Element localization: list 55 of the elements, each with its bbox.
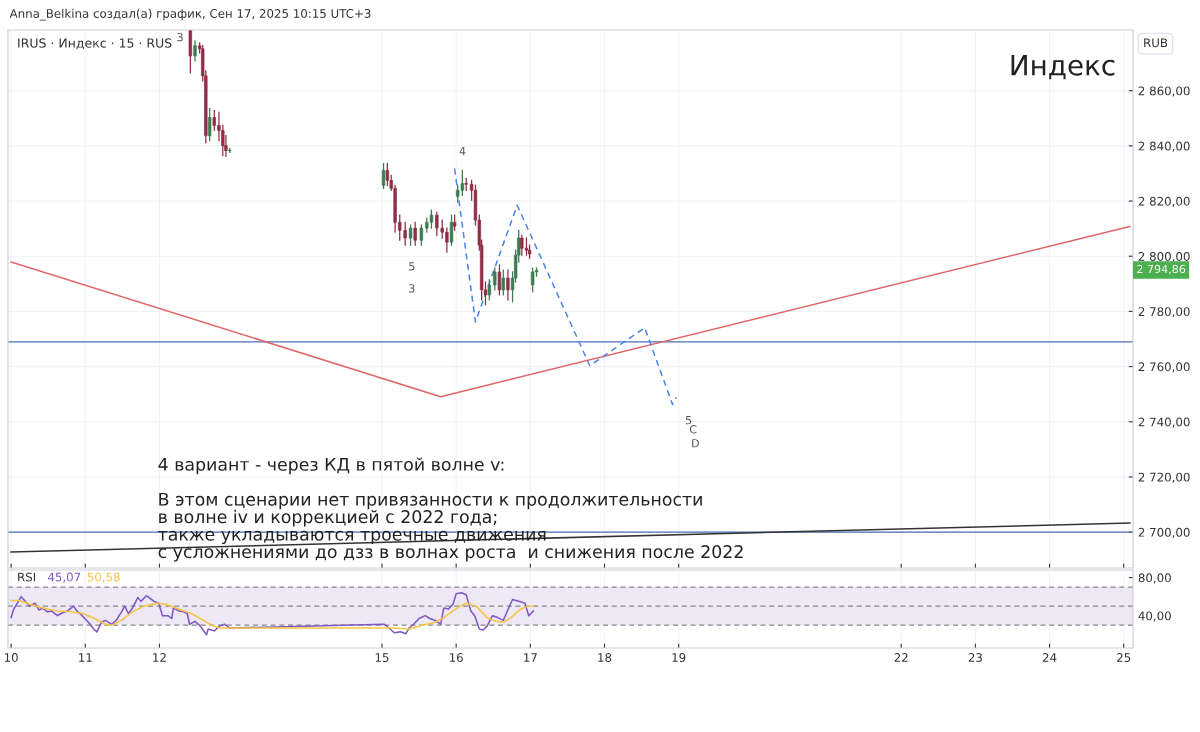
text: 2 794,86 [1137, 264, 1186, 275]
y-tick-label: 2 720,00 [1138, 472, 1190, 483]
y-tick-label: 80,00 [1138, 573, 1171, 584]
line-series [10, 592, 535, 636]
candlestick [493, 267, 497, 291]
annotation: D [692, 439, 699, 448]
annotation: 4 [459, 147, 466, 156]
candlestick [506, 269, 510, 301]
candlestick [419, 224, 424, 246]
candlestick [413, 221, 417, 246]
annotation: 5 [409, 262, 415, 271]
x-tick-label: 19 [672, 653, 686, 662]
x-tick-label: 10 [4, 653, 18, 662]
x-tick-label: 18 [598, 653, 612, 662]
x-tick-label: 16 [449, 653, 463, 662]
candlestick [520, 234, 524, 256]
candlestick [497, 264, 502, 296]
annotation: 5 [685, 416, 692, 425]
candlestick [487, 279, 492, 301]
candlestick [501, 269, 505, 296]
text: Индекс [1011, 55, 1115, 80]
y-tick-label: 2 840,00 [1138, 141, 1190, 152]
candlestick [193, 40, 197, 62]
line-series [453, 167, 678, 406]
y-tick-label: 2 740,00 [1138, 417, 1190, 428]
y-tick-label: 2 860,00 [1138, 86, 1190, 97]
line-series [10, 599, 535, 630]
x-tick-label: 23 [968, 653, 982, 662]
y-tick-label: 2 780,00 [1138, 307, 1190, 318]
text: 50,58 [87, 572, 120, 583]
y-tick-label: 2 820,00 [1138, 196, 1190, 207]
annotation: 3 [177, 32, 183, 42]
y-axis-title: RUB [1144, 38, 1168, 48]
candlestick [530, 267, 535, 293]
text: Anna_Belkina создал(а) график, Сен 17, 2025 10:15 UTC+3 [9, 8, 371, 21]
annotation: 3 [409, 284, 415, 293]
x-tick-label: 17 [524, 653, 537, 662]
x-tick-label: 15 [375, 653, 389, 662]
candlestick [207, 108, 212, 142]
x-tick-label: 25 [1117, 653, 1131, 662]
candlestick [408, 224, 413, 246]
text: 45,07 [47, 572, 81, 583]
y-tick-label: 2 760,00 [1138, 362, 1190, 373]
y-tick-label: 40,00 [1138, 611, 1171, 622]
annotation: C [689, 425, 697, 434]
y-tick-label: 2 700,00 [1138, 527, 1190, 538]
candlestick [385, 162, 390, 186]
x-tick-label: 11 [79, 653, 92, 662]
candlestick [381, 162, 386, 189]
x-tick-label: 24 [1042, 653, 1057, 662]
x-tick-label: 22 [894, 653, 908, 662]
y-tick-label: 2 800,00 [1138, 251, 1190, 263]
x-tick-label: 12 [153, 653, 166, 662]
text: IRUS · Индекс · 15 · RUS [18, 38, 172, 50]
chart-title: RSI [18, 572, 36, 582]
